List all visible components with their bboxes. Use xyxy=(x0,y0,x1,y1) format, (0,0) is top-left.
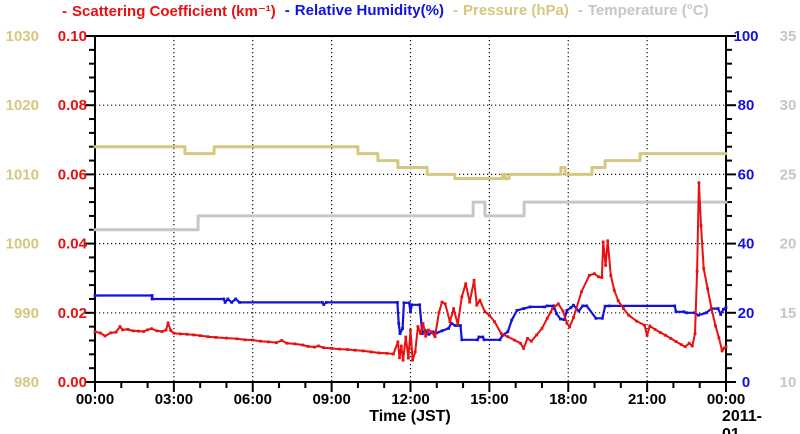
legend-item-scattering: - Scattering Coefficient (km⁻¹) xyxy=(62,2,276,20)
series-humidity-markers xyxy=(93,294,728,342)
time-tick: 21:00 xyxy=(628,391,666,408)
legend-label-pressure: Pressure (hPa) xyxy=(462,2,569,19)
temperature-tick-labels-tick: 30 xyxy=(780,97,797,114)
pressure-tick-labels-tick: 1030 xyxy=(6,28,39,45)
legend-item-humidity: - Relative Humidity(%) xyxy=(285,2,444,20)
humidity-tick-labels-tick: 60 xyxy=(738,166,755,183)
temperature-tick-labels: 10 15 20 25 30 35 xyxy=(780,28,797,391)
scattering-tick-labels-tick: 0.04 xyxy=(58,236,88,253)
time-tick: 18:00 xyxy=(549,391,587,408)
time-tick: 06:00 xyxy=(234,391,272,408)
pressure-tick-labels-tick: 1010 xyxy=(6,166,39,183)
series-pressure-line xyxy=(93,145,728,181)
legend-dash-scattering: - xyxy=(62,3,67,20)
legend-dash-humidity: - xyxy=(284,2,290,19)
time-tick: 03:00 xyxy=(155,391,193,408)
humidity-tick-labels-tick: 40 xyxy=(738,236,755,253)
x-axis-title: Time (JST) xyxy=(369,408,451,425)
temperature-tick-labels-tick: 15 xyxy=(780,305,797,322)
scattering-tick-labels-tick: 0.06 xyxy=(58,166,87,183)
scattering-tick-labels-tick: 0.00 xyxy=(58,374,87,391)
time-tick: 15:00 xyxy=(470,391,508,408)
time-tick: 00:00 xyxy=(707,391,745,408)
series-temperature-line xyxy=(93,200,728,232)
pressure-tick-labels-tick: 990 xyxy=(14,305,39,322)
legend-label-scattering: Scattering Coefficient (km⁻¹) xyxy=(72,3,276,20)
humidity-tick-labels-tick: 0 xyxy=(742,374,750,391)
time-tick-labels: 00:00 03:00 06:00 09:00 12:00 15:00 18:00 21:00… xyxy=(76,391,745,408)
legend-item-pressure: - Pressure (hPa) xyxy=(453,2,569,20)
gridlines xyxy=(95,36,726,382)
humidity-tick-labels: 0 20 40 60 80 100 xyxy=(733,28,758,391)
legend-item-temperature: - Temperature (°C) xyxy=(578,2,709,20)
scattering-tick-labels-tick: 0.02 xyxy=(58,305,87,322)
time-tick: 00:00 xyxy=(76,391,114,408)
humidity-tick-labels-tick: 80 xyxy=(738,97,755,114)
axis-ticks xyxy=(85,35,736,392)
pressure-tick-labels: 980 990 1000 1010 1020 1030 xyxy=(6,28,39,391)
temperature-tick-labels-tick: 10 xyxy=(780,374,797,391)
scattering-tick-labels-tick: 0.08 xyxy=(58,97,87,114)
series-scattering-markers xyxy=(93,181,728,362)
plot-border xyxy=(94,35,727,383)
time-tick: 12:00 xyxy=(391,391,429,408)
time-tick: 09:00 xyxy=(312,391,350,408)
humidity-tick-labels-tick: 100 xyxy=(733,28,758,45)
legend-label-humidity: Relative Humidity(%) xyxy=(294,2,444,19)
temperature-tick-labels-tick: 25 xyxy=(780,166,797,183)
temperature-tick-labels-tick: 35 xyxy=(780,28,797,45)
temperature-tick-labels-tick: 20 xyxy=(780,236,797,253)
pressure-tick-labels-tick: 980 xyxy=(14,374,39,391)
chart-legend: - Scattering Coefficient (km⁻¹) - Relati… xyxy=(62,2,709,20)
series-scattering-line xyxy=(94,181,727,362)
pressure-tick-labels-tick: 1020 xyxy=(6,97,39,114)
humidity-tick-labels-tick: 20 xyxy=(738,305,755,322)
legend-label-temperature: Temperature (°C) xyxy=(587,2,709,19)
legend-dash-temperature: - xyxy=(577,2,583,19)
date-label: 2011-01-26 xyxy=(721,408,762,434)
scattering-tick-labels-tick: 0.10 xyxy=(58,28,87,45)
legend-dash-pressure: - xyxy=(452,2,458,19)
scattering-tick-labels: 0.00 0.02 0.04 0.06 0.08 0.10 xyxy=(58,28,88,391)
pressure-tick-labels-tick: 1000 xyxy=(6,236,39,253)
